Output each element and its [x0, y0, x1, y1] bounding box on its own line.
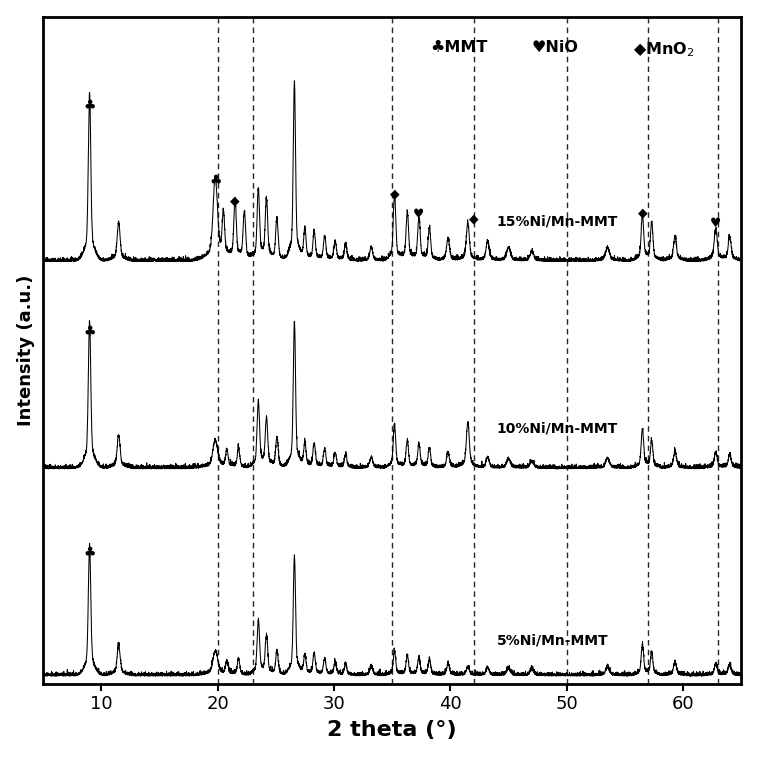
Y-axis label: Intensity (a.u.): Intensity (a.u.)	[17, 275, 35, 425]
Text: ♣: ♣	[83, 547, 96, 560]
Text: ♣: ♣	[83, 98, 96, 113]
Text: ◆MnO$_2$: ◆MnO$_2$	[633, 40, 694, 59]
Text: ◆: ◆	[637, 206, 647, 220]
Text: 15%Ni/Mn-MMT: 15%Ni/Mn-MMT	[497, 215, 619, 229]
Text: 5%Ni/Mn-MMT: 5%Ni/Mn-MMT	[497, 634, 609, 648]
Text: ♣: ♣	[209, 174, 221, 188]
Text: ♥: ♥	[413, 208, 424, 221]
Text: ♣MMT: ♣MMT	[431, 40, 488, 55]
X-axis label: 2 theta (°): 2 theta (°)	[327, 721, 457, 740]
Text: 10%Ni/Mn-MMT: 10%Ni/Mn-MMT	[497, 422, 619, 436]
Text: ♣: ♣	[83, 325, 96, 339]
Text: ◆: ◆	[390, 187, 399, 201]
Text: ◆: ◆	[469, 213, 478, 226]
Text: ♥: ♥	[710, 217, 722, 230]
Text: ♥NiO: ♥NiO	[532, 40, 578, 55]
Text: ◆: ◆	[230, 194, 240, 207]
